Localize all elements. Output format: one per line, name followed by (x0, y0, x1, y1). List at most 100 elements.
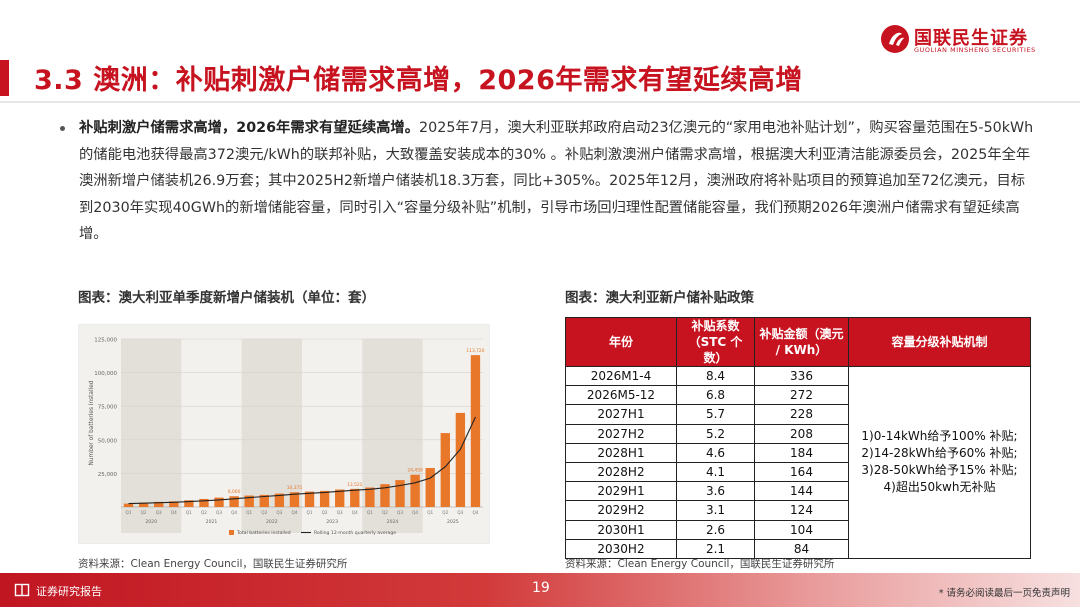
bar (380, 484, 390, 507)
cell-year: 2029H2 (565, 500, 677, 521)
bar (123, 503, 134, 507)
y-tick-label: 50,000 (98, 438, 118, 444)
title-divider (0, 101, 1080, 103)
data-label: 10,375 (287, 485, 303, 491)
x-tick-label: Q2 (201, 510, 207, 515)
x-tick-label: Q4 (231, 510, 237, 515)
cell-stc: 5.2 (676, 423, 755, 444)
x-tick-label: Q2 (442, 510, 448, 515)
cell-year: 2030H2 (565, 538, 677, 559)
mechanism-line: 1)0-14kWh给予100% 补贴; (861, 429, 1018, 444)
x-tick-label: Q1 (307, 510, 313, 515)
cell-year: 2029H1 (565, 481, 677, 502)
title-accent-bar (0, 60, 9, 96)
cell-year: 2026M1-4 (565, 365, 677, 387)
x-tick-label: Q2 (261, 510, 267, 515)
subsidy-policy-table: 年份 补贴系数（STC 个数） 补贴金额（澳元 / KWh） 容量分级补贴机制 … (565, 317, 1031, 559)
bar (229, 496, 239, 507)
bar (319, 490, 330, 507)
body-paragraph: 补贴刺激户储需求高增，2026年需求有望延续高增。2025年7月，澳大利亚联邦政… (79, 115, 1039, 248)
legend-label: Total batteries installed (236, 530, 291, 536)
x-tick-label: Q4 (171, 510, 177, 515)
bullet-icon (60, 126, 65, 131)
slide-title: 3.3 澳洲：补贴刺激户储需求高增，2026年需求有望延续高增 (34, 65, 803, 96)
cell-amount: 164 (754, 461, 849, 483)
right-figure-caption: 图表：澳大利亚新户储补贴政策 (565, 290, 754, 306)
year-label: 2020 (145, 519, 157, 525)
bar (365, 487, 375, 507)
installations-chart: 125,000 100,000 75,000 50,000 25,000 Number o… (78, 324, 490, 544)
cell-stc: 8.4 (676, 365, 755, 387)
x-tick-label: Q1 (246, 510, 252, 515)
cell-mechanism: 1)0-14kWh给予100% 补贴; 2)14-28kWh给予60% 补贴; 3)… (848, 366, 1031, 559)
x-tick-label: Q3 (397, 510, 403, 515)
x-tick-label: Q1 (126, 510, 132, 515)
bar (350, 488, 360, 507)
table-row: 2027H2 5.2 208 (565, 423, 1031, 444)
chart-canvas: 125,000 100,000 75,000 50,000 25,000 Number o… (89, 338, 485, 537)
body-text: 2025年7月，澳大利亚联邦政府启动23亿澳元的“家用电池补贴计划”，购买容量范… (79, 120, 1034, 242)
disclaimer-text: * 请务必阅读最后一页免责声明 (938, 588, 1070, 599)
table-header-row: 年份 补贴系数（STC 个数） 补贴金额（澳元 / KWh） 容量分级补贴机制 (565, 317, 1031, 367)
table-row: 2029H1 3.6 144 (565, 481, 1031, 502)
x-tick-label: Q3 (216, 510, 222, 515)
cell-stc: 3.6 (676, 481, 755, 502)
left-figure-caption: 图表：澳大利亚单季度新增户储装机（单位：套） (78, 290, 375, 306)
y-axis-label: Number of batteries installed (89, 380, 95, 465)
bar (304, 491, 315, 507)
cell-amount: 104 (754, 519, 849, 540)
bar (395, 480, 405, 507)
x-tick-label: Q4 (291, 510, 297, 515)
bar (244, 495, 254, 507)
table-row: 2026M5-12 6.8 272 (565, 385, 1031, 406)
cell-stc: 3.1 (676, 500, 755, 521)
table-body: 2026M1-4 8.4 336 1)0-14kWh给予100% 补贴; 2)14-28… (565, 365, 1031, 559)
footer-bar: 证券研究报告 19 * 请务必阅读最后一页免责声明 (0, 573, 1080, 607)
logo-name-cn: 国联民生证券 (914, 28, 1028, 49)
y-tick-label: 25,000 (98, 472, 118, 478)
cell-amount: 336 (754, 365, 849, 387)
x-tick-label: Q4 (472, 510, 478, 515)
x-tick-label: Q4 (352, 510, 358, 515)
bar (425, 468, 435, 507)
y-tick-label: 100,000 (94, 371, 117, 377)
bar (335, 489, 345, 507)
company-logo: 国联民生证券 GUOLIAN MINSHENG SECURITIES (880, 24, 1050, 56)
year-label: 2022 (266, 519, 278, 525)
right-figure-source: 资料来源：Clean Energy Council，国联民生证券研究所 (565, 558, 835, 570)
data-label: 13,521 (347, 482, 363, 488)
year-label: 2024 (387, 519, 399, 525)
bar (259, 494, 269, 507)
bar (199, 498, 209, 507)
year-label: 2023 (326, 519, 338, 525)
cell-year: 2028H1 (565, 442, 677, 463)
left-figure-source: 资料来源：Clean Energy Council，国联民生证券研究所 (78, 558, 348, 570)
year-shade-band (121, 339, 182, 533)
header-year: 年份 (565, 317, 677, 367)
bar (274, 493, 285, 507)
mechanism-line: 3)28-50kWh给予15% 补贴; (861, 463, 1018, 478)
legend-label: Rolling 12-month quarterly average (314, 530, 396, 536)
cell-amount: 228 (754, 404, 849, 425)
x-tick-label: Q2 (382, 510, 388, 515)
cell-stc: 2.1 (676, 538, 755, 559)
x-tick-label: Q2 (141, 510, 147, 515)
cell-stc: 4.1 (676, 461, 755, 483)
x-tick-label: Q1 (186, 510, 192, 515)
header-amount: 补贴金额（澳元 / KWh） (754, 317, 849, 367)
cell-year: 2027H2 (565, 423, 677, 444)
cell-amount: 124 (754, 500, 849, 521)
rolling-average-line (128, 416, 476, 505)
cell-stc: 2.6 (676, 519, 755, 540)
y-tick-label: 125,000 (94, 338, 117, 344)
bar (214, 497, 224, 507)
x-tick-label: Q2 (322, 510, 328, 515)
bar (184, 500, 194, 507)
legend-swatch-bars (229, 530, 234, 535)
cell-amount: 208 (754, 423, 849, 444)
year-label: 2025 (447, 519, 459, 525)
cell-amount: 184 (754, 442, 849, 463)
bar (154, 501, 164, 507)
x-tick-label: Q3 (457, 510, 463, 515)
table-row: 2027H1 5.7 228 (565, 404, 1031, 425)
